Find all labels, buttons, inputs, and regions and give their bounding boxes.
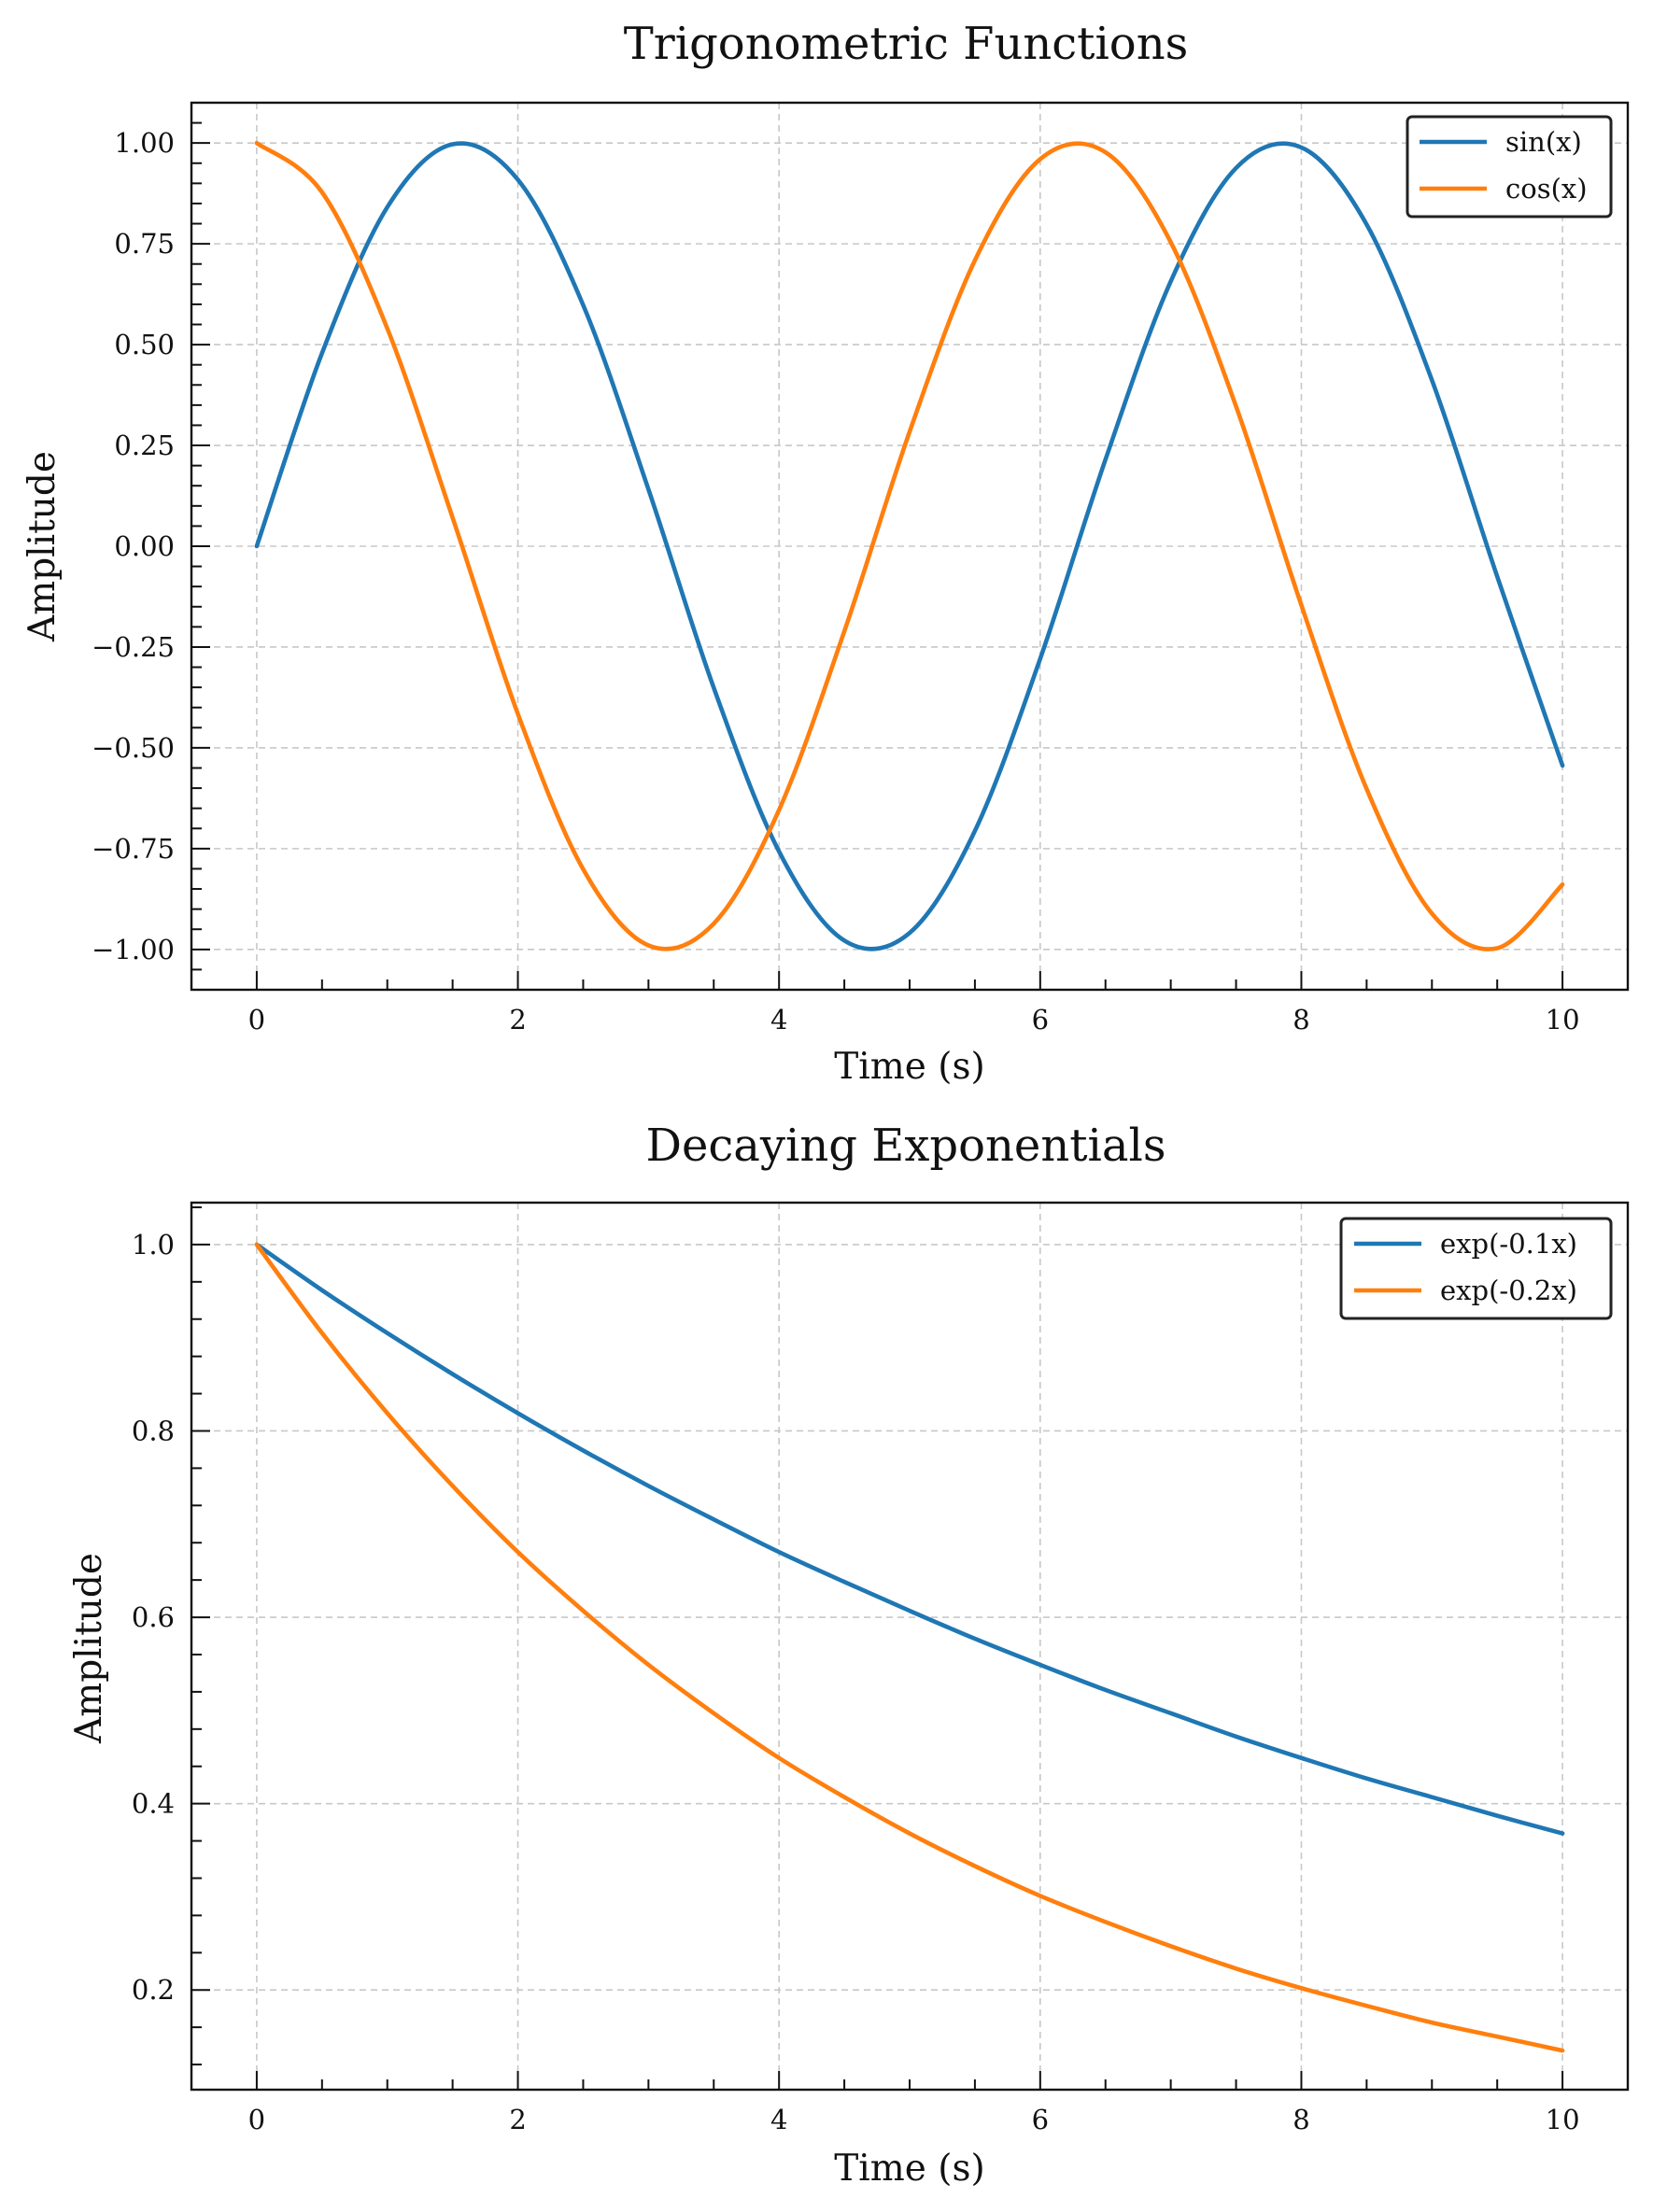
x-tick-label: 8 [1293,2104,1309,2135]
y-tick-label: 0.2 [132,1974,175,2006]
chart-exponentials: Decaying Exponentials 0 2 4 6 8 10 1.0 0.8 0.6 0.… [68,1120,1630,2190]
chart-trigonometric: Trigonometric Functions 0 2 4 6 8 101.000.750… [21,18,1630,1088]
series-group [254,1242,1565,2053]
x-tick-label: 8 [1293,1004,1309,1036]
y-axis-label: Amplitude [68,1553,110,1744]
y-tick-label: 0.50 [114,329,175,360]
legend-label-exp02: exp(-0.2x) [1440,1275,1577,1306]
legend-label-sin: sin(x) [1505,126,1582,158]
x-tick-label: 10 [1546,2104,1580,2135]
legend: exp(-0.1x) exp(-0.2x) [1339,1217,1613,1320]
y-tick-label: 0.75 [114,228,175,260]
y-axis-label: Amplitude [21,451,64,642]
y-tick-label: 0.25 [114,430,175,461]
x-axis-label: Time (s) [834,1046,984,1088]
x-tick-label: 6 [1032,1004,1049,1036]
gridlines [191,103,1628,990]
y-tick-label: −0.75 [92,833,175,865]
x-tick-label: 2 [509,1004,526,1036]
y-tick-label: −0.50 [92,732,175,764]
tick-labels: 0 2 4 6 8 10 1.00 0.75 0.50 0.25 0.00 −0.25 −0.50 −0.… [92,127,1579,1036]
y-tick-label: 0.00 [114,530,175,562]
series-group [254,140,1565,951]
y-tick-label: 0.4 [132,1788,175,1820]
x-tick-label: 4 [770,1004,787,1036]
legend-label-exp01: exp(-0.1x) [1440,1228,1577,1260]
y-tick-label: 0.8 [132,1415,175,1446]
x-tick-label: 10 [1546,1004,1580,1036]
chart-title: Trigonometric Functions [624,18,1189,70]
legend-label-cos: cos(x) [1505,173,1588,204]
x-tick-label: 2 [509,2104,526,2135]
y-tick-label: 1.0 [132,1229,175,1261]
y-tick-label: −0.25 [92,631,175,663]
plot-frame [190,1201,1630,2092]
series-line-exp-0-1x [254,1242,1565,1836]
chart-title: Decaying Exponentials [646,1120,1166,1172]
x-tick-label: 4 [770,2104,787,2135]
tick-labels: 0 2 4 6 8 10 1.0 0.8 0.6 0.4 0.2 [132,1229,1580,2135]
x-tick-label: 0 [248,2104,265,2135]
tick-marks [191,102,1564,991]
x-tick-label: 6 [1032,2104,1049,2135]
series-line-sin-x [254,141,1565,951]
y-tick-label: −1.00 [92,934,175,965]
series-line-exp-0-2x [254,1242,1565,2053]
x-axis-label: Time (s) [834,2148,984,2190]
x-tick-label: 0 [248,1004,265,1036]
gridlines [191,1203,1628,2090]
series-line-cos-x [254,140,1565,951]
tick-marks [191,1205,1564,2090]
y-tick-label: 1.00 [114,127,175,159]
y-tick-label: 0.6 [132,1601,175,1633]
legend: sin(x) cos(x) [1406,115,1613,218]
